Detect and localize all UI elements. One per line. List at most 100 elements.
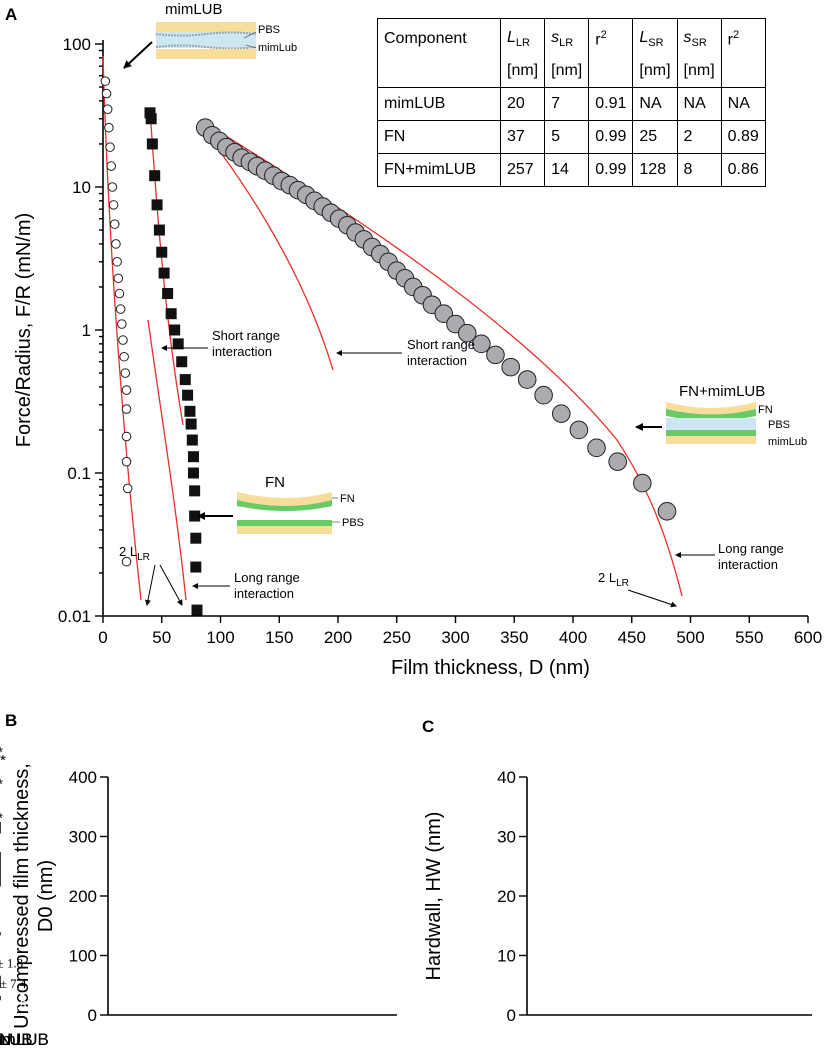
y-axis-label: Uncompressed film thickness, D0 (nm) (11, 763, 57, 1029)
significance-label: * (0, 776, 3, 793)
data-point-fn-mimlub (517, 370, 537, 389)
data-point-fn-mimlub (486, 345, 505, 365)
panel-a-data-points (100, 76, 677, 616)
bar-value-label: 305.1 ± 19.2 (0, 997, 33, 1012)
table-cell: 0.91 (588, 87, 634, 121)
x-tick-label: 300 (441, 628, 469, 647)
y-tick-label: 40 (497, 768, 516, 787)
table-cell: 7 (544, 87, 590, 121)
fnmim-fn-bottom (666, 430, 756, 436)
x-tick-label: 150 (265, 628, 293, 647)
data-point-mimlub (109, 219, 120, 229)
long-range-2-line2: interaction (718, 557, 778, 572)
inset-mimlub-label-mimlub: mimLub (258, 42, 297, 54)
data-point-fn-mimlub (534, 385, 553, 405)
mimlub-film-bottom (155, 44, 257, 50)
data-point-mimlub (121, 456, 132, 467)
x-tick-label: 500 (676, 628, 704, 647)
table-cell: NA (720, 87, 766, 121)
data-point-mimlub (113, 273, 124, 284)
data-point-fn (176, 356, 188, 368)
data-point-fn-mimlub (434, 304, 454, 324)
data-point-fn-mimlub (633, 473, 652, 493)
table-header-row: Component LLR sLR r2 LSR sSR r2 (377, 18, 766, 55)
data-point-mimlub (112, 256, 122, 267)
data-point-fn (187, 467, 199, 479)
data-point-fn (179, 374, 191, 386)
y-tick-label: 400 (69, 768, 97, 787)
table-cell: 14 (544, 153, 590, 187)
data-point-mimlub (121, 431, 132, 442)
data-point-fn (169, 324, 181, 336)
data-point-fn (190, 561, 202, 573)
y-axis-label: Force/Radius, F/R (mN/m) (13, 213, 35, 447)
two-l-right-sub: LR (616, 578, 629, 589)
fn-mica-top (237, 492, 332, 506)
inset-fnmim-label-pbs: PBS (768, 419, 790, 431)
long-range-1-line1: Long range (234, 570, 300, 585)
mica-top (156, 22, 256, 32)
annotation-2l-left: 2 LLR (119, 544, 183, 606)
y-tick-label: 1 (82, 321, 91, 340)
mimlub-film-top (155, 31, 257, 37)
x-tick-label: mimLUB (0, 1030, 33, 1049)
fit-fn-short (149, 109, 184, 426)
y-axis-label-line: D0 (nm) (35, 860, 57, 932)
table-cell: NA (676, 87, 722, 121)
x-tick-label: mimLUB (0, 1030, 33, 1049)
data-point-mimlub (117, 319, 127, 329)
y-tick-label: 200 (69, 887, 97, 906)
data-point-mimlub (111, 239, 121, 249)
inset-mimlub-arrow (123, 41, 153, 69)
x-tick-label: 600 (794, 628, 822, 647)
significance-label: ** (0, 752, 6, 769)
data-point-mimlub (100, 76, 111, 86)
data-point-fn (186, 434, 198, 446)
two-l-left-sub: LR (137, 552, 150, 563)
two-l-left: 2 L (119, 544, 137, 559)
table-cell: 8 (676, 153, 722, 187)
data-point-mimlub (121, 556, 132, 567)
bar-value-label: 13.4 ± 0.5 (0, 997, 26, 1012)
table-header-slr: sLR (544, 18, 590, 55)
y-tick-label: 100 (69, 947, 97, 966)
data-point-fn (184, 405, 196, 417)
data-point-fn (165, 308, 177, 320)
table-cell: FN (377, 120, 501, 154)
data-point-fn-mimlub (608, 452, 627, 471)
fit-mimlub-long (102, 55, 142, 601)
y-tick-label: 100 (63, 35, 91, 54)
x-tick-label: 0 (98, 628, 107, 647)
y-tick-label: 10 (497, 947, 516, 966)
data-point-mimlub (118, 335, 128, 345)
table-header-llr: LLR (499, 18, 546, 55)
significance-label: * (0, 744, 3, 761)
fnmim-pbs (666, 418, 756, 430)
long-range-1-line2: interaction (234, 586, 294, 601)
table-cell: 128 (632, 153, 678, 187)
y-axis-label-line: Uncompressed film thickness, (11, 763, 33, 1029)
fn-layer-top (237, 500, 332, 511)
y-tick-label: 0.01 (58, 607, 91, 626)
x-tick-label: 50 (152, 628, 171, 647)
fn-layer-bottom (237, 520, 332, 526)
data-point-fn-mimlub (551, 404, 571, 423)
table-cell: NA (632, 87, 678, 121)
data-point-mimlub (122, 483, 133, 494)
panel-c-chart: 0 10 20 30 40 mimLUB 4.8 ± 1.8 FN 13.4 ± 0.5 FN+m… (0, 744, 812, 1049)
data-point-fn-mimlub (569, 420, 589, 440)
data-point-mimlub (106, 161, 117, 171)
table-row: FN+mimLUB 257 14 0.99 128 8 0.86 (377, 153, 766, 187)
annotation-long-range-fn: Long range interaction (192, 570, 300, 601)
bar-value-label: 4.8 ± 1.8 (0, 956, 23, 971)
data-point-fn (191, 604, 203, 616)
y-tick-label: 0 (507, 1006, 516, 1025)
x-tick-label: FN (0, 1030, 11, 1049)
x-tick-label: 550 (735, 628, 763, 647)
data-point-mimlub (104, 122, 114, 133)
panel-a-axes: 0 50 100 150 200 250 300 350 400 450 500 550 600 0.01… (13, 35, 822, 679)
data-point-fn (146, 138, 158, 150)
data-point-fn (189, 485, 201, 497)
table-cell: 37 (499, 120, 546, 154)
data-point-fn (172, 338, 184, 350)
